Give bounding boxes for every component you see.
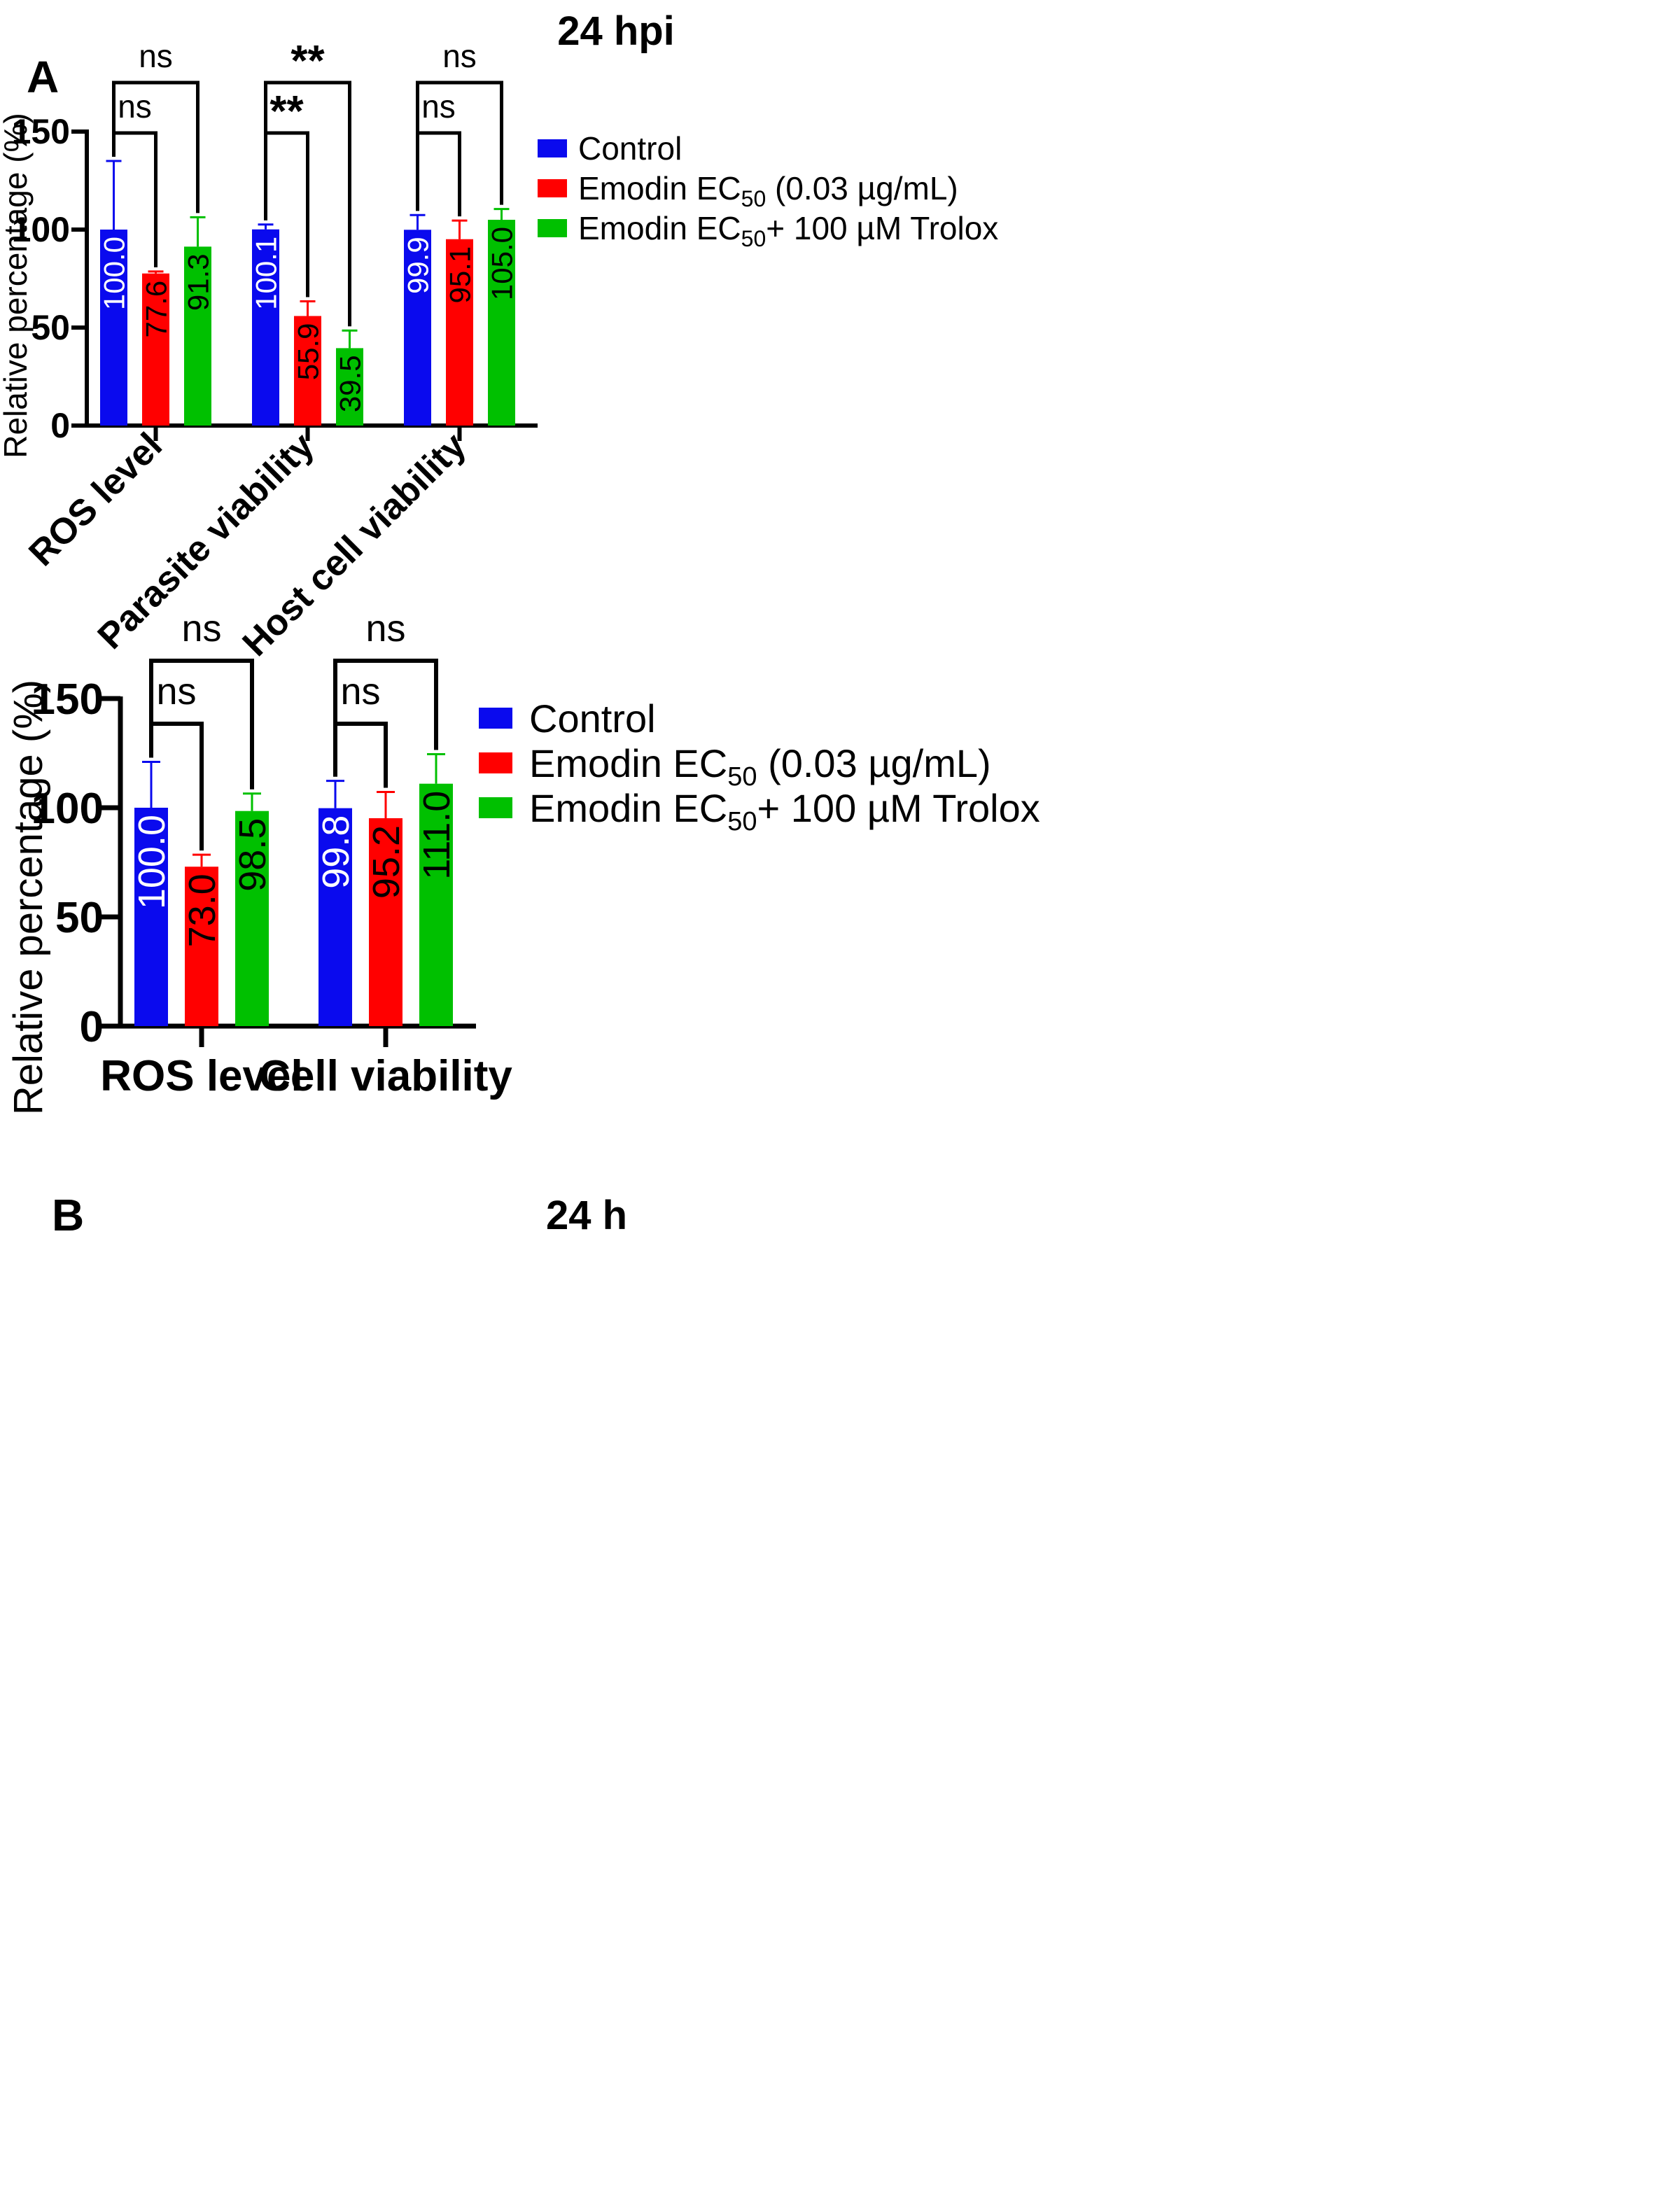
bar: [419, 783, 453, 1026]
y-tick-label: 50: [31, 308, 70, 347]
significance-bracket: [149, 722, 204, 851]
data-label: 100.0: [98, 237, 131, 310]
y-tick-label: 100: [31, 785, 104, 833]
data-label: 95.2: [365, 825, 407, 899]
bar: [488, 220, 515, 426]
y-axis-label: Relative percentage (%): [0, 113, 34, 458]
bar: [404, 230, 431, 426]
bar: [142, 273, 169, 426]
bar: [134, 808, 168, 1026]
bar: [336, 348, 363, 426]
significance-bracket: [333, 659, 438, 777]
y-tick-label: 150: [12, 112, 70, 151]
legend-swatch: [538, 219, 567, 237]
legend-label: Control: [529, 696, 656, 741]
significance-bracket: [416, 131, 461, 217]
panel-letter-a: A: [27, 52, 59, 102]
legend-label: Control: [578, 130, 682, 167]
y-tick-label: 0: [50, 406, 70, 445]
legend-swatch: [538, 179, 567, 197]
x-category-label: ROS level: [100, 1052, 302, 1100]
y-tick-label: 100: [12, 210, 70, 249]
bar: [252, 229, 279, 426]
significance-label: ns: [118, 88, 152, 125]
significance-bracket: [149, 659, 254, 790]
bar: [100, 230, 127, 426]
data-label: 98.5: [232, 818, 274, 892]
significance-label: **: [270, 87, 304, 136]
y-tick-label: 0: [80, 1003, 104, 1051]
bar: [235, 811, 269, 1026]
significance-label: ns: [139, 38, 173, 74]
legend-label: Emodin EC50+ 100 µM Trolox: [578, 210, 998, 251]
significance-bracket: [112, 80, 200, 213]
y-axis-label: Relative percentage (%): [6, 680, 51, 1115]
data-label: 99.8: [315, 815, 357, 889]
data-label: 100.0: [131, 815, 173, 909]
bar: [446, 239, 473, 426]
panel-a-title: 24 hpi: [557, 8, 675, 54]
legend-swatch: [479, 797, 512, 818]
y-tick-label: 50: [55, 894, 104, 942]
data-label: 39.5: [334, 355, 367, 412]
data-label: 111.0: [416, 791, 458, 880]
bar: [369, 818, 402, 1026]
data-label: 91.3: [182, 253, 215, 311]
data-label: 77.6: [140, 281, 173, 338]
bar: [185, 867, 218, 1026]
legend-swatch: [479, 752, 512, 773]
legend-label: Emodin EC50 (0.03 µg/mL): [529, 741, 991, 792]
significance-bracket: [112, 131, 158, 267]
x-category-label: Cell viability: [259, 1052, 512, 1100]
data-label: 95.1: [444, 246, 477, 304]
panel-letter-b: B: [52, 1190, 84, 1240]
significance-label: ns: [181, 608, 221, 650]
significance-label: ns: [442, 38, 477, 74]
significance-label: ns: [421, 88, 456, 125]
y-tick-label: 150: [31, 675, 104, 724]
significance-bracket: [333, 722, 388, 788]
legend-swatch: [479, 708, 512, 729]
panel-b-title: 24 h: [546, 1193, 627, 1238]
data-label: 99.9: [402, 237, 435, 294]
bar: [318, 808, 352, 1026]
data-label: 100.1: [250, 237, 283, 310]
data-label: 55.9: [292, 323, 325, 380]
data-label: 105.0: [486, 227, 519, 300]
significance-label: **: [290, 37, 325, 85]
legend-label: Emodin EC50 (0.03 µg/mL): [578, 170, 958, 211]
bar: [294, 316, 321, 426]
significance-label: ns: [156, 671, 196, 713]
legend-label: Emodin EC50+ 100 µM Trolox: [529, 786, 1040, 836]
data-label: 73.0: [181, 874, 223, 947]
significance-label: ns: [365, 608, 405, 650]
significance-label: ns: [340, 671, 380, 713]
x-category-label: ROS level: [21, 425, 170, 574]
bar: [184, 246, 211, 426]
legend-swatch: [538, 139, 567, 157]
significance-bracket: [264, 131, 309, 297]
